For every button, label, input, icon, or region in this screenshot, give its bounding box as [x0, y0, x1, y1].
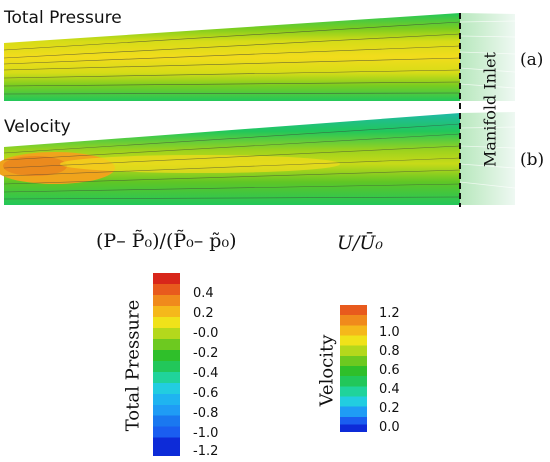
velocity-tick: 1.2 — [379, 306, 400, 321]
velocity-colorbar — [340, 305, 367, 432]
velocity-tick: 0.8 — [379, 344, 400, 359]
pressure-tick: -0.2 — [193, 346, 219, 361]
panel-b-contours — [0, 112, 516, 205]
velocity-tick: 0.6 — [379, 363, 400, 378]
pressure-tick: 0.2 — [193, 306, 214, 321]
pressure-colorbar — [153, 273, 180, 456]
panel-a-tag: (a) — [520, 50, 544, 70]
pressure-tick: -0.0 — [193, 326, 219, 341]
velocity-colorbar-label: Velocity — [316, 334, 338, 407]
panel-b-tag: (b) — [520, 150, 545, 170]
pressure-tick: -0.6 — [193, 386, 219, 401]
velocity-tick: 1.0 — [379, 325, 400, 340]
pressure-tick: -1.2 — [193, 444, 219, 459]
pressure-tick: -1.0 — [193, 426, 219, 441]
panel-a-title: Total Pressure — [4, 8, 122, 28]
velocity-tick: 0.4 — [379, 382, 400, 397]
velocity-tick: 0.0 — [379, 420, 400, 435]
panel-b-title: Velocity — [4, 117, 71, 137]
velocity-tick: 0.2 — [379, 401, 400, 416]
pressure-tick: 0.4 — [193, 286, 214, 301]
pressure-tick: -0.4 — [193, 366, 219, 381]
manifold-inlet-label: Manifold Inlet — [480, 52, 500, 167]
velocity-formula: U/Ū₀ — [337, 232, 384, 254]
pressure-tick: -0.8 — [193, 406, 219, 421]
panel-a-contours — [3, 13, 516, 101]
pressure-formula: (P– P̃₀)/(P̃₀– p̃₀) — [96, 230, 237, 252]
pressure-colorbar-label: Total Pressure — [122, 299, 144, 432]
